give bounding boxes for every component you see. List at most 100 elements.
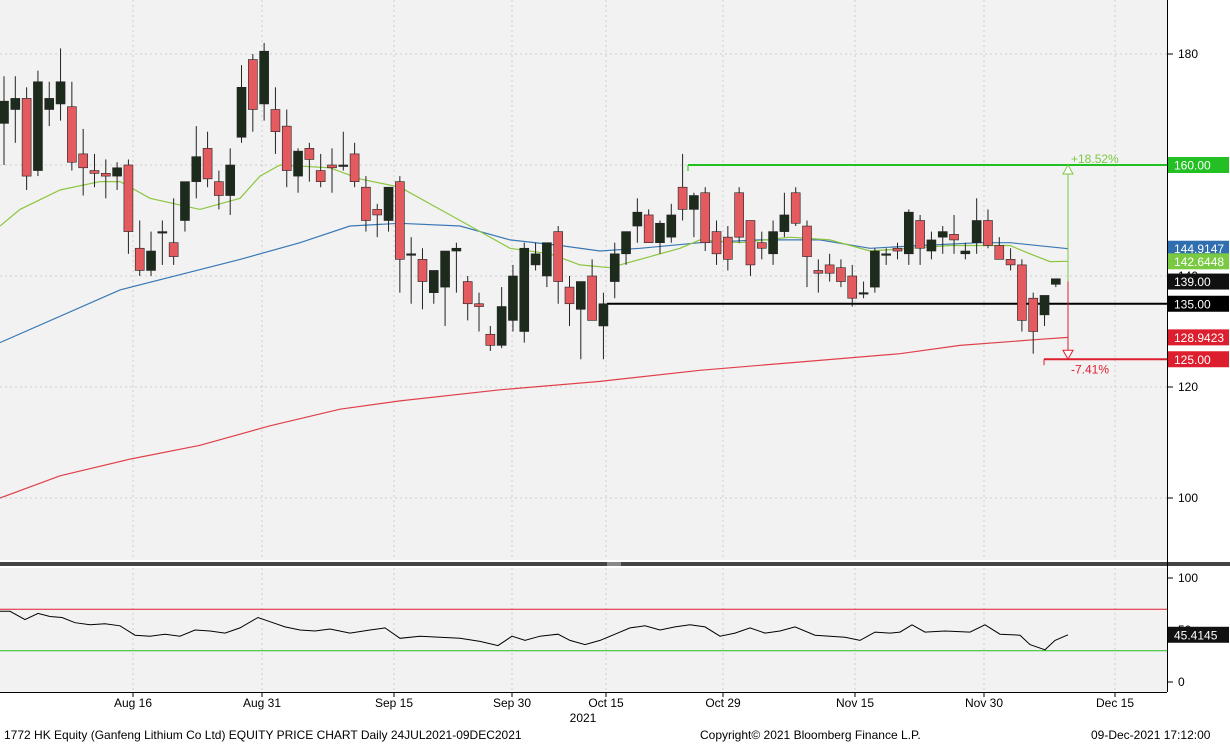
- footer-security-info: 1772 HK Equity (Ganfeng Lithium Co Ltd) …: [4, 728, 522, 742]
- footer-copyright: Copyright© 2021 Bloomberg Finance L.P.: [700, 728, 921, 742]
- rsi-tick-label: 0: [1178, 675, 1185, 689]
- candle-body: [926, 239, 937, 252]
- candle-body: [870, 250, 880, 288]
- candle-body: [33, 81, 43, 171]
- candle-body: [134, 247, 145, 271]
- grid-lines: [0, 0, 1167, 692]
- candle-body: [508, 275, 518, 321]
- x-tick-label: Oct 29: [705, 696, 741, 710]
- candle-body: [836, 267, 846, 282]
- candle-body: [440, 250, 450, 288]
- candle-body: [462, 281, 473, 305]
- candle-body: [790, 192, 801, 224]
- candle-body: [338, 164, 349, 167]
- price-tag-label: 142.6448: [1174, 255, 1224, 269]
- candle-body: [281, 125, 292, 171]
- price-tag-label: 128.9423: [1174, 331, 1224, 345]
- price-tag: [1168, 295, 1229, 312]
- candle-body: [395, 181, 405, 260]
- candle-body: [903, 211, 914, 255]
- candle-body: [1028, 297, 1039, 332]
- candle-body: [270, 109, 281, 133]
- x-tick-label: Sep 15: [375, 696, 413, 710]
- year-label: 2021: [570, 711, 597, 724]
- candle-body: [485, 333, 496, 346]
- candle-body: [881, 253, 891, 256]
- candle-body: [587, 275, 597, 321]
- x-tick-label: Nov 15: [836, 696, 874, 710]
- candle-body: [451, 247, 462, 252]
- candle-body: [349, 153, 360, 182]
- price-tag: [1168, 157, 1229, 173]
- price-tag-label: 135.00: [1174, 297, 1211, 311]
- candle-body: [892, 247, 903, 252]
- candle-body: [643, 214, 654, 243]
- candle-body: [1017, 264, 1027, 321]
- candle-body: [89, 170, 100, 174]
- candle-body: [474, 303, 484, 307]
- candle-body: [847, 275, 858, 299]
- candle-body: [315, 170, 326, 182]
- candle-body: [960, 250, 971, 255]
- candle-body: [768, 231, 778, 255]
- candle-body: [711, 231, 722, 255]
- candle-body: [180, 181, 190, 221]
- candle-body: [858, 292, 869, 295]
- candle-body: [428, 270, 439, 293]
- candle-body: [609, 253, 620, 282]
- candle-body: [994, 245, 1005, 260]
- candle-body: [168, 242, 179, 257]
- rsi-line: [0, 610, 1069, 651]
- candle-body: [971, 220, 982, 244]
- x-tick-label: Aug 31: [243, 696, 281, 710]
- x-tick-label: Dec 15: [1096, 696, 1134, 710]
- candle-body: [530, 253, 541, 266]
- candle-body: [937, 231, 948, 238]
- candle-body: [10, 98, 21, 110]
- candle-body: [689, 195, 699, 210]
- candle-body: [983, 220, 993, 246]
- y-tick-label: 180: [1178, 47, 1198, 61]
- rsi-indicator: [0, 608, 1167, 652]
- candle-body: [248, 59, 258, 110]
- candle-body: [824, 264, 835, 274]
- candle-body: [146, 250, 156, 271]
- price-tag: [1168, 351, 1229, 368]
- candle-body: [519, 247, 530, 332]
- candle-body: [576, 281, 586, 310]
- price-tag-label: 139.00: [1174, 275, 1211, 289]
- candle-body: [112, 167, 122, 177]
- candle-body: [1039, 295, 1050, 316]
- candle-body: [655, 222, 665, 243]
- candle-body: [542, 242, 552, 277]
- candle-body: [621, 231, 631, 255]
- percent-change-label: -7.41%: [1071, 362, 1109, 376]
- candle-body: [202, 148, 213, 180]
- price-tag: [1168, 253, 1229, 270]
- rsi-tick-label: 100: [1178, 571, 1198, 585]
- price-panel-background: [0, 0, 1167, 560]
- candle-body: [406, 253, 416, 256]
- candlesticks: [0, 42, 1061, 360]
- candle-body: [293, 150, 303, 177]
- panel-resize-handle[interactable]: [607, 562, 621, 566]
- candle-body: [123, 164, 134, 232]
- candle-body: [1051, 278, 1061, 285]
- percent-arrows: +18.52% -7.41%: [1062, 152, 1119, 376]
- price-tag: [1168, 329, 1229, 346]
- price-tag: [1168, 273, 1229, 290]
- candle-body: [756, 242, 767, 249]
- percent-change-label: +18.52%: [1071, 152, 1119, 166]
- footer-timestamp: 09-Dec-2021 17:12:00: [1091, 728, 1211, 742]
- candle-body: [236, 87, 247, 138]
- price-tag: [1168, 240, 1229, 257]
- price-tag-label: 160.00: [1174, 159, 1211, 173]
- percent-arrow-head: [1062, 349, 1074, 361]
- candle-body: [78, 153, 88, 169]
- rsi-panel-background: [0, 568, 1167, 692]
- candle-body: [100, 173, 111, 177]
- rsi-value-label: 45.4145: [1174, 628, 1218, 642]
- price-tag-label: 125.00: [1174, 353, 1211, 367]
- price-chart: +18.52% -7.41% Aug 16 Aug 31 Sep 15 Sep 30 Oc…: [0, 0, 1230, 724]
